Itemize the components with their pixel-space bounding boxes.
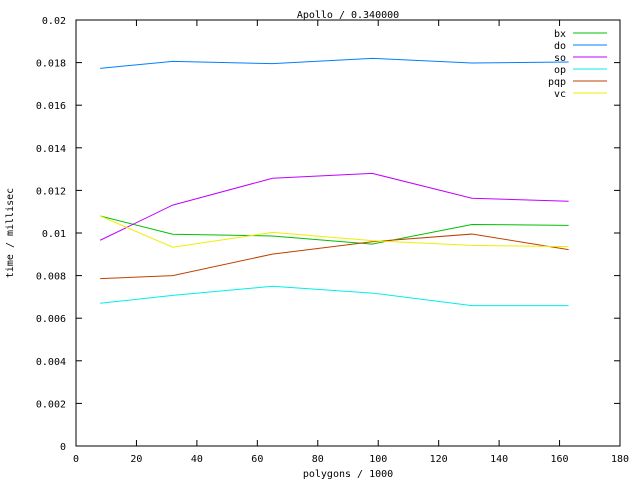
y-tick-label: 0.002 [36,399,66,410]
x-tick-label: 20 [130,454,142,465]
x-tick-label: 100 [369,454,387,465]
y-tick-label: 0.02 [42,16,66,27]
y-tick-label: 0.004 [36,357,66,368]
legend-label: do [554,41,566,52]
legend-label: pqp [548,77,566,88]
plot-frame [75,19,621,447]
axis-ticks: 0 20 40 60 80 100 120 140 160 180 0 0.002 0.004 0.006… [36,16,629,465]
series-line-op [100,285,569,307]
x-tick-label: 160 [551,454,569,465]
series-lines [99,57,569,307]
y-axis-label: time / millisec [5,188,16,278]
x-tick-label: 120 [430,454,448,465]
y-tick-label: 0.006 [36,314,66,325]
series-line-so [99,172,569,241]
x-tick-label: 40 [191,454,203,465]
y-tick-label: 0.01 [42,229,66,240]
y-tick-label: 0.016 [36,101,66,112]
y-tick-label: 0.012 [36,186,66,197]
series-line-vc [99,215,569,248]
series-line-do [100,57,569,69]
legend-label: so [554,53,566,64]
x-axis-label: polygons / 1000 [303,469,393,480]
legend-label: vc [554,89,566,100]
legend-label: bx [554,29,566,40]
y-tick-label: 0.018 [36,59,66,70]
x-tick-label: 80 [312,454,324,465]
y-tick-label: 0.014 [36,144,66,155]
legend-label: op [554,65,566,76]
x-tick-label: 140 [490,454,508,465]
x-tick-label: 0 [73,454,79,465]
chart-title: Apollo / 0.340000 [297,10,399,21]
x-tick-label: 60 [251,454,263,465]
y-tick-label: 0 [60,442,66,453]
x-tick-label: 180 [611,454,629,465]
y-tick-label: 0.008 [36,272,66,283]
series-line-pqp [100,233,569,280]
series-line-bx [100,215,569,245]
